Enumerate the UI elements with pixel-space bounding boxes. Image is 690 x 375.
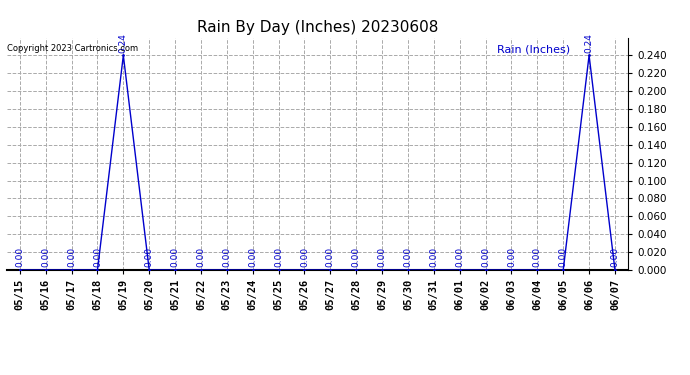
Text: 0.00: 0.00: [300, 247, 309, 267]
Text: 0.00: 0.00: [507, 247, 516, 267]
Text: 0.00: 0.00: [429, 247, 438, 267]
Text: 0.00: 0.00: [170, 247, 179, 267]
Text: 0.00: 0.00: [15, 247, 24, 267]
Text: 0.00: 0.00: [481, 247, 490, 267]
Title: Rain By Day (Inches) 20230608: Rain By Day (Inches) 20230608: [197, 20, 438, 35]
Text: 0.24: 0.24: [119, 33, 128, 53]
Text: 0.00: 0.00: [377, 247, 386, 267]
Text: 0.00: 0.00: [611, 247, 620, 267]
Text: 0.24: 0.24: [584, 33, 593, 53]
Text: 0.00: 0.00: [248, 247, 257, 267]
Text: 0.00: 0.00: [41, 247, 50, 267]
Text: 0.00: 0.00: [222, 247, 231, 267]
Text: Copyright 2023 Cartronics.com: Copyright 2023 Cartronics.com: [7, 45, 138, 54]
Text: 0.00: 0.00: [352, 247, 361, 267]
Text: 0.00: 0.00: [533, 247, 542, 267]
Text: Rain (Inches): Rain (Inches): [497, 45, 571, 54]
Text: 0.00: 0.00: [197, 247, 206, 267]
Text: 0.00: 0.00: [67, 247, 76, 267]
Text: 0.00: 0.00: [559, 247, 568, 267]
Text: 0.00: 0.00: [404, 247, 413, 267]
Text: 0.00: 0.00: [145, 247, 154, 267]
Text: 0.00: 0.00: [274, 247, 283, 267]
Text: 0.00: 0.00: [326, 247, 335, 267]
Text: 0.00: 0.00: [455, 247, 464, 267]
Text: 0.00: 0.00: [93, 247, 102, 267]
